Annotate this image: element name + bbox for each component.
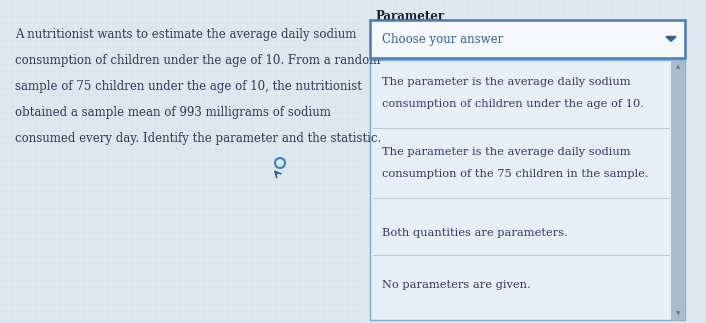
Text: A nutritionist wants to estimate the average daily sodium: A nutritionist wants to estimate the ave…: [15, 28, 357, 41]
FancyBboxPatch shape: [360, 0, 706, 323]
Text: ▲: ▲: [676, 64, 680, 69]
Polygon shape: [666, 36, 676, 41]
FancyBboxPatch shape: [370, 60, 685, 320]
Text: Choose your answer: Choose your answer: [382, 33, 503, 46]
Text: consumption of children under the age of 10. From a random: consumption of children under the age of…: [15, 54, 381, 67]
Text: obtained a sample mean of 993 milligrams of sodium: obtained a sample mean of 993 milligrams…: [15, 106, 331, 119]
Text: The parameter is the average daily sodium: The parameter is the average daily sodiu…: [382, 147, 630, 157]
Text: Both quantities are parameters.: Both quantities are parameters.: [382, 228, 568, 238]
Text: consumption of the 75 children in the sample.: consumption of the 75 children in the sa…: [382, 169, 649, 179]
Text: consumed every day. Identify the parameter and the statistic.: consumed every day. Identify the paramet…: [15, 132, 381, 145]
Text: Parameter: Parameter: [375, 10, 444, 23]
Text: ▼: ▼: [676, 311, 680, 316]
FancyBboxPatch shape: [0, 0, 360, 323]
FancyBboxPatch shape: [671, 60, 685, 320]
Text: sample of 75 children under the age of 10, the nutritionist: sample of 75 children under the age of 1…: [15, 80, 362, 93]
Text: The parameter is the average daily sodium: The parameter is the average daily sodiu…: [382, 77, 630, 87]
Text: No parameters are given.: No parameters are given.: [382, 280, 531, 290]
Text: consumption of children under the age of 10.: consumption of children under the age of…: [382, 99, 644, 109]
FancyBboxPatch shape: [370, 20, 685, 58]
